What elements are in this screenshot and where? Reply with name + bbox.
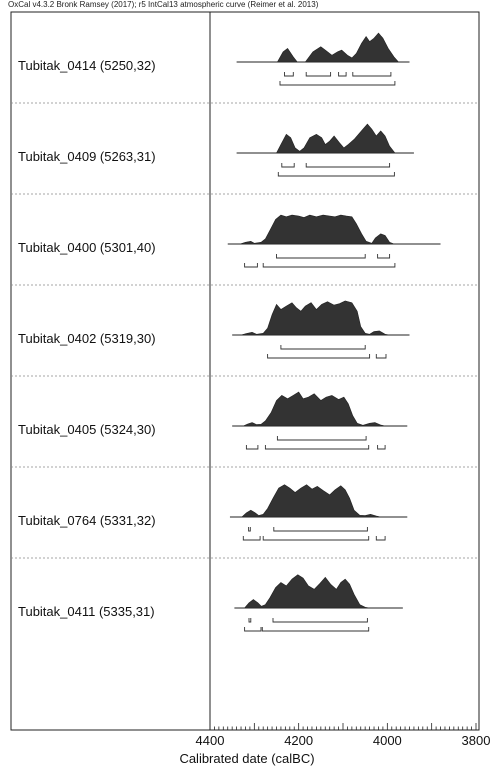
hpd-95-range [375,354,387,359]
hpd-95-range [375,536,386,541]
panels-group: Tubitak_0414 (5250,32) Tubitak_0409 (5263… [11,32,479,632]
hpd-68-range [305,72,332,77]
series-label: Tubitak_0400 (5301,40) [18,240,156,255]
panel-3: Tubitak_0400 (5301,40) [11,193,479,268]
plot-header: OxCal v4.3.2 Bronk Ramsey (2017); r5 Int… [8,0,319,9]
series-label: Tubitak_0409 (5263,31) [18,149,156,164]
probability-density [241,484,381,518]
hpd-95-range [377,445,386,450]
hpd-68-range [338,72,347,77]
series-label: Tubitak_0402 (5319,30) [18,331,156,346]
probability-density [240,214,395,245]
hpd-68-range [352,72,392,77]
hpd-95-range [264,445,370,450]
series-label: Tubitak_0764 (5331,32) [18,513,156,528]
hpd-68-range [276,254,366,259]
probability-density [276,32,400,63]
hpd-68-range [284,72,294,77]
hpd-95-range [244,263,258,268]
hpd-95-range [279,81,396,86]
hpd-68-range [280,345,366,350]
panel-6: Tubitak_0764 (5331,32) [11,466,479,541]
probability-density [243,391,386,427]
tick-label: 3800 [462,733,490,748]
hpd-95-range [267,354,371,359]
hpd-68-range [248,618,252,623]
panel-1: Tubitak_0414 (5250,32) [18,32,410,86]
hpd-68-range [281,163,295,168]
tick-label: 4200 [284,733,313,748]
probability-density [240,300,390,336]
series-label: Tubitak_0405 (5324,30) [18,422,156,437]
panel-5: Tubitak_0405 (5324,30) [11,375,479,450]
panel-2: Tubitak_0409 (5263,31) [11,102,479,177]
hpd-95-range [244,627,262,632]
x-axis: 4400 4200 4000 3800 [196,723,490,748]
hpd-95-range [245,445,259,450]
probability-density [243,574,370,609]
hpd-68-range [377,254,391,259]
hpd-95-range [262,536,370,541]
panel-7: Tubitak_0411 (5335,31) [11,557,479,632]
hpd-68-range [272,618,368,623]
hpd-68-range [248,527,251,532]
hpd-95-range [242,536,261,541]
hpd-68-range [276,436,367,441]
hpd-95-range [261,627,370,632]
series-label: Tubitak_0411 (5335,31) [18,604,155,619]
tick-label: 4000 [373,733,402,748]
tick-label: 4400 [196,733,225,748]
hpd-95-range [262,263,396,268]
panel-4: Tubitak_0402 (5319,30) [11,284,479,359]
plot-frame [10,11,480,731]
series-label: Tubitak_0414 (5250,32) [18,58,156,73]
hpd-68-range [305,163,391,168]
probability-density [276,123,396,154]
x-axis-label: Calibrated date (calBC) [179,751,314,766]
hpd-68-range [273,527,368,532]
hpd-95-range [277,172,395,177]
